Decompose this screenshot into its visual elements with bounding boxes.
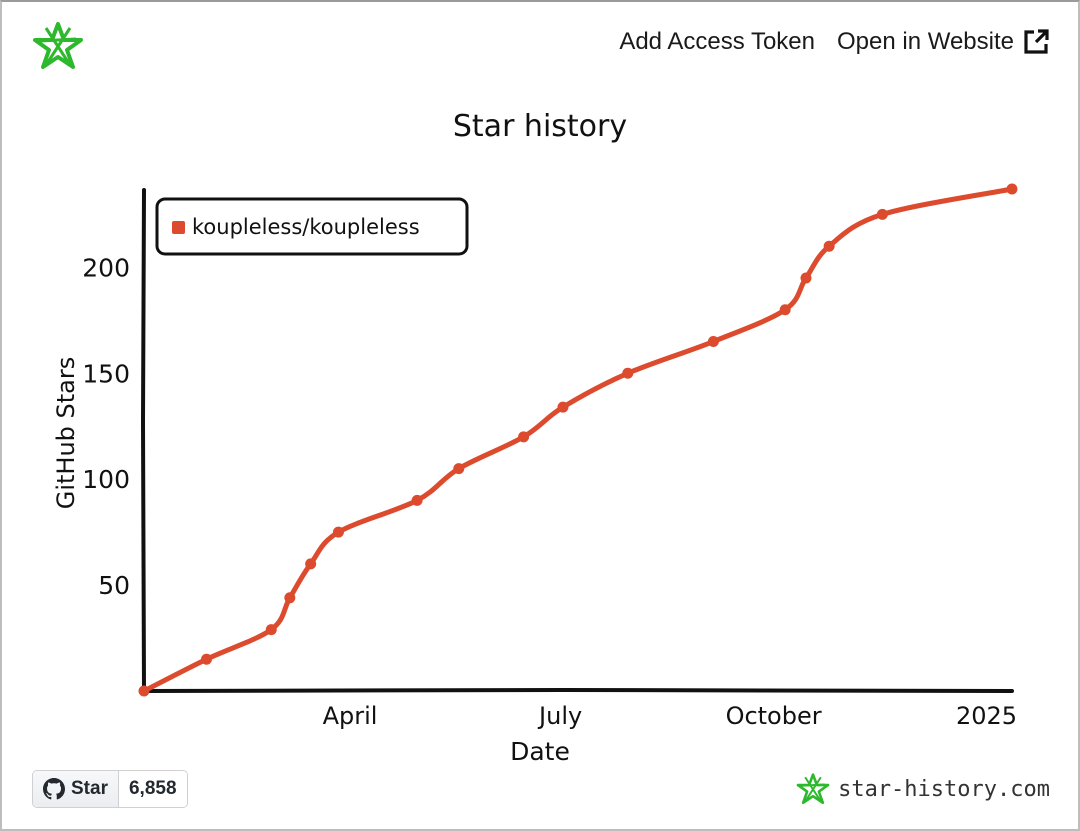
y-axis-line (140, 188, 146, 693)
chart-axes (140, 188, 1014, 693)
x-tick-label: April (323, 702, 378, 730)
data-point (622, 367, 634, 379)
legend-label: koupleless/koupleless (192, 215, 420, 239)
x-axis-line (142, 687, 1014, 693)
data-point (411, 494, 423, 506)
data-point (518, 431, 530, 443)
data-point (557, 401, 569, 413)
x-tick-label: October (726, 702, 822, 730)
y-axis-ticks: 50 100 150 200 (82, 253, 130, 600)
data-point (800, 272, 812, 284)
open-in-website-link[interactable]: Open in Website (837, 28, 1050, 56)
x-tick-label: 2025 (956, 702, 1017, 730)
header-links: Add Access Token Open in Website (619, 28, 1050, 56)
x-tick-label: July (537, 702, 582, 730)
data-point (284, 592, 296, 604)
star-logo-icon[interactable] (32, 20, 84, 72)
y-tick-label: 50 (98, 571, 130, 600)
series-line (141, 186, 1015, 694)
legend-swatch (172, 221, 185, 234)
legend: koupleless/koupleless (155, 197, 469, 256)
site-watermark: star-history.com (796, 772, 1050, 806)
star-logo-small-icon (796, 773, 830, 805)
data-point (876, 208, 888, 220)
y-tick-label: 100 (82, 465, 130, 494)
github-icon (43, 778, 65, 800)
x-axis-label: Date (510, 737, 570, 762)
add-access-token-link[interactable]: Add Access Token (619, 28, 815, 55)
data-point (332, 526, 344, 538)
y-tick-label: 150 (82, 359, 130, 388)
site-label: star-history.com (838, 776, 1050, 802)
y-axis-label: GitHub Stars (52, 357, 80, 510)
star-history-chart: Star history 50 100 150 200 April July Octobe… (52, 109, 1018, 762)
series-layer (138, 183, 1018, 697)
chart-title: Star history (453, 109, 627, 144)
data-point (305, 558, 317, 570)
star-count[interactable]: 6,858 (118, 771, 187, 807)
github-star-button[interactable]: Star (33, 771, 119, 807)
data-point (823, 240, 835, 252)
data-point (707, 336, 719, 348)
data-point (779, 304, 791, 316)
external-link-icon (1024, 29, 1049, 54)
data-point (1006, 183, 1018, 195)
top-bar: Add Access Token Open in Website (2, 16, 1078, 72)
data-point (453, 463, 465, 475)
open-in-website-label: Open in Website (837, 28, 1014, 55)
data-point (265, 624, 277, 636)
y-tick-label: 200 (82, 253, 130, 282)
legend-box (155, 197, 469, 256)
star-button-label: Star (71, 778, 108, 799)
github-star-badge: Star 6,858 (32, 770, 188, 808)
x-axis-ticks: April July October 2025 (323, 702, 1018, 730)
data-point (200, 653, 212, 665)
data-point (138, 685, 150, 697)
